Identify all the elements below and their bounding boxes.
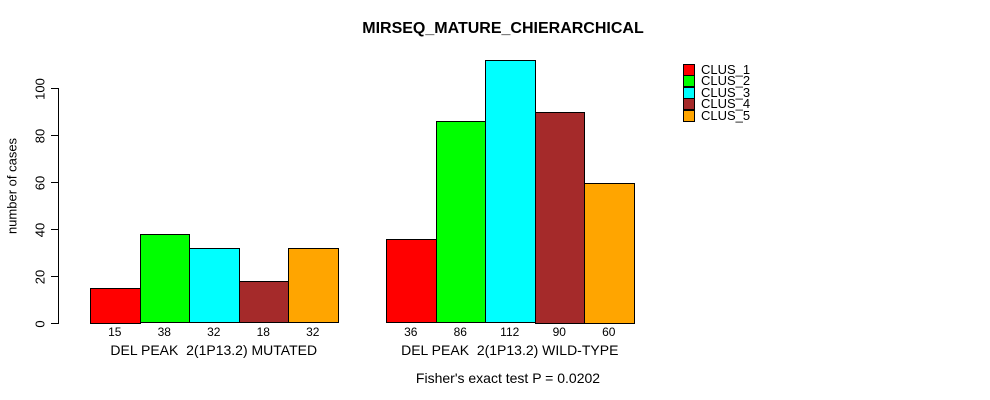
y-tick-mark xyxy=(51,182,58,183)
y-tick-label: 40 xyxy=(32,222,48,237)
y-tick-mark xyxy=(51,323,58,324)
bar-value-label: 15 xyxy=(108,324,122,339)
legend-label: CLUS_2 xyxy=(701,73,751,89)
bar-clus_2-group1 xyxy=(139,234,190,324)
bar-clus_1-group2 xyxy=(386,238,437,324)
bar-clus_5-group1 xyxy=(288,248,339,324)
bar-clus_4-group2 xyxy=(534,112,585,324)
legend-swatch-icon xyxy=(683,75,695,88)
caption-fisher-test: Fisher's exact test P = 0.0202 xyxy=(415,370,601,386)
legend-label: CLUS_5 xyxy=(701,107,751,123)
legend-item-clus_2: CLUS_2 xyxy=(683,73,751,89)
y-tick-label: 60 xyxy=(32,175,48,190)
bar-value-label: 32 xyxy=(306,324,320,339)
legend-swatch-icon xyxy=(683,98,695,111)
legend-swatch-icon xyxy=(683,109,695,122)
group-label-1: DEL PEAK 2(1P13.2) MUTATED xyxy=(110,342,318,358)
bar-clus_1-group1 xyxy=(90,288,141,324)
y-axis-title: number of cases xyxy=(4,137,20,235)
bar-clus_3-group1 xyxy=(189,248,240,324)
bar-value-label: 32 xyxy=(207,324,221,339)
chart-title: MIRSEQ_MATURE_CHIERARCHICAL xyxy=(362,20,644,37)
y-tick-mark xyxy=(51,229,58,230)
bar-value-label: 112 xyxy=(500,324,520,339)
group-label-2: DEL PEAK 2(1P13.2) WILD-TYPE xyxy=(401,342,619,358)
legend-item-clus_3: CLUS_3 xyxy=(683,84,751,100)
y-tick-label: 20 xyxy=(32,269,48,284)
y-tick-mark xyxy=(51,88,58,89)
bar-value-label: 86 xyxy=(453,324,467,339)
y-tick-label: 0 xyxy=(32,319,48,328)
y-tick-label: 100 xyxy=(32,77,48,100)
bar-value-label: 38 xyxy=(157,324,171,339)
bar-clus_5-group2 xyxy=(584,182,635,324)
legend-item-clus_5: CLUS_5 xyxy=(683,107,751,123)
bar-value-label: 36 xyxy=(404,324,418,339)
bar-value-label: 60 xyxy=(602,324,616,339)
legend-label: CLUS_4 xyxy=(701,96,751,112)
y-axis-line xyxy=(58,88,59,324)
bar-value-label: 90 xyxy=(552,324,566,339)
legend-swatch-icon xyxy=(683,86,695,99)
bar-clus_3-group2 xyxy=(485,60,536,324)
y-tick-mark xyxy=(51,135,58,136)
y-tick-label: 80 xyxy=(32,128,48,143)
legend-label: CLUS_1 xyxy=(701,62,751,77)
legend-swatch-icon xyxy=(683,64,695,76)
bar-value-label: 18 xyxy=(256,324,270,339)
legend-label: CLUS_3 xyxy=(701,84,751,100)
bar-clus_4-group1 xyxy=(238,281,289,324)
bar-clus_2-group2 xyxy=(435,121,486,324)
y-tick-mark xyxy=(51,276,58,277)
